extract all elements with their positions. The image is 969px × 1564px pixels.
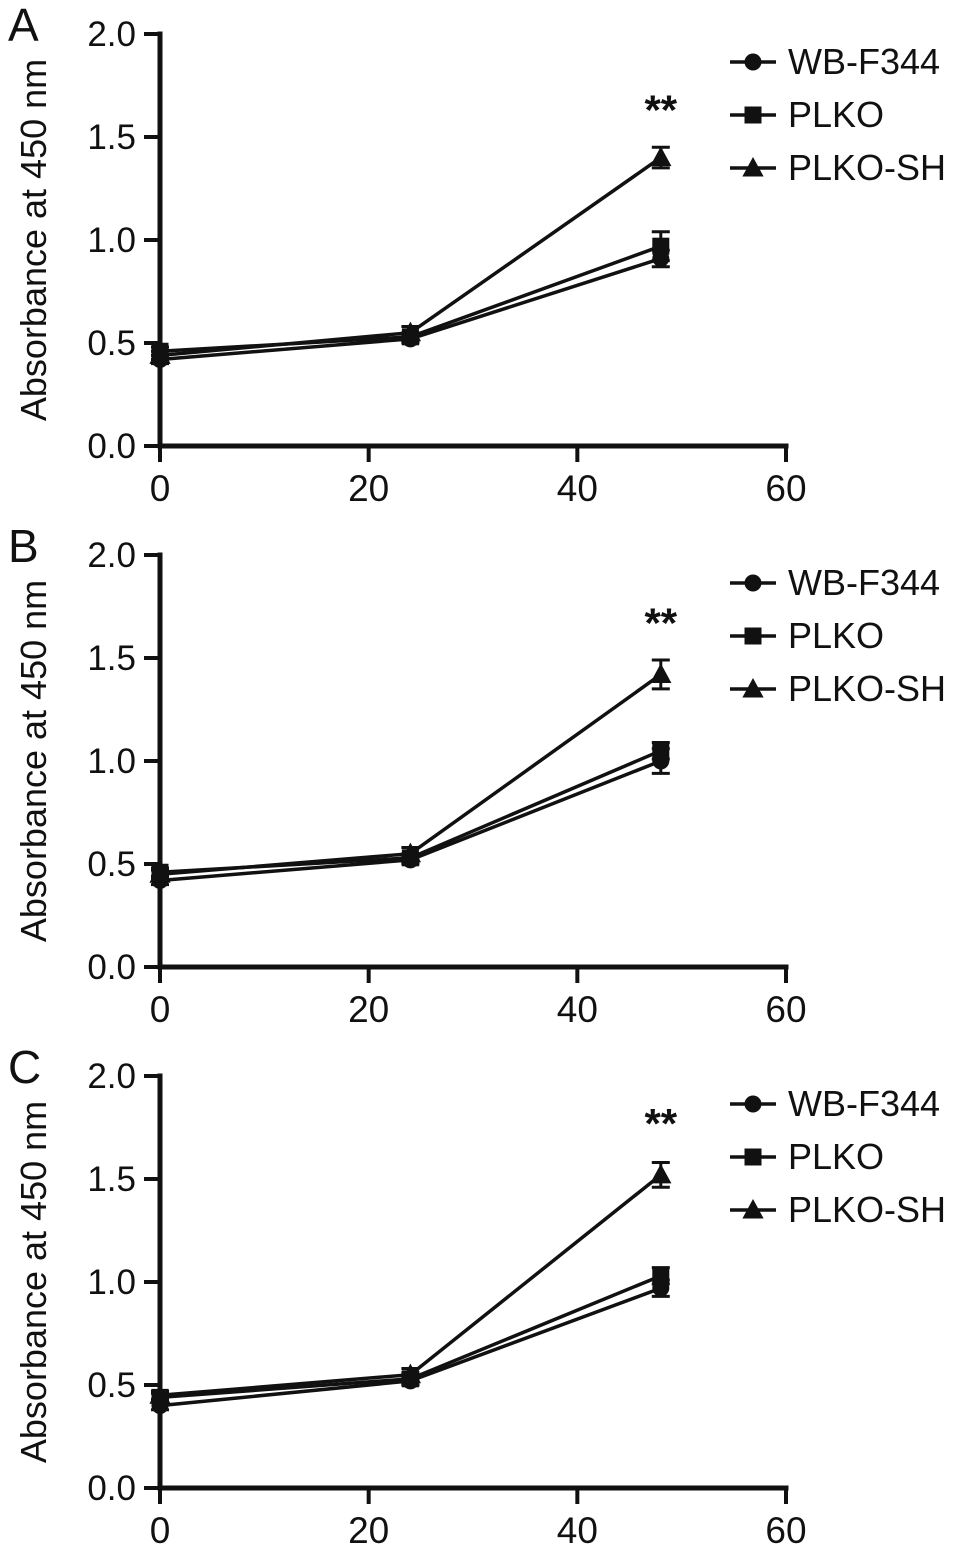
series-PLKO-SH <box>149 145 672 364</box>
chart-c: 0.0 0.5 1.0 1.5 2.0 0 20 40 60 Absorbance at 450 … <box>13 1057 946 1551</box>
y-tick-label: 2.0 <box>87 1057 136 1096</box>
panel-b: B 0.0 0.5 1.0 1.5 2.0 0 20 40 60 Absorbance at 45… <box>0 521 969 1042</box>
legend-label: PLKO-SH <box>788 1189 946 1230</box>
series-PLKO-SH <box>149 1161 672 1404</box>
marker-square <box>744 106 762 124</box>
marker-triangle <box>399 1363 422 1384</box>
y-tick-label: 0.0 <box>87 948 136 987</box>
legend: WB-F344 PLKO PLKO-SH <box>730 41 946 188</box>
y-tick-label: 1.0 <box>87 1263 136 1302</box>
marker-triangle <box>742 677 764 698</box>
marker-square <box>652 742 670 760</box>
legend-label: PLKO <box>788 94 884 135</box>
marker-triangle <box>149 344 171 364</box>
x-tick-label: 20 <box>348 989 389 1030</box>
x-tick-label: 40 <box>557 468 598 509</box>
x-tick-label: 20 <box>348 468 389 509</box>
series-line-PLKO-SH <box>159 1173 662 1398</box>
legend-label: PLKO <box>788 1136 884 1177</box>
x-tick-label: 0 <box>150 989 171 1030</box>
y-tick-label: 2.0 <box>87 536 136 575</box>
significance-marker: ** <box>644 599 677 646</box>
significance-marker: ** <box>644 87 677 134</box>
legend: WB-F344 PLKO PLKO-SH <box>730 562 946 709</box>
marker-square <box>744 627 762 645</box>
panel-c: C 0.0 0.5 1.0 1.5 2.0 0 20 40 60 Absorbance at 45… <box>0 1042 969 1563</box>
y-axis-label: Absorbance at 450 nm <box>13 59 54 421</box>
marker-triangle <box>650 146 672 167</box>
series-PLKO-SH <box>149 658 672 883</box>
y-tick-label: 1.5 <box>87 639 136 678</box>
chart-a: 0.0 0.5 1.0 1.5 2.0 0 20 40 60 Absorbance at 450 … <box>13 15 946 509</box>
panel-label-b: B <box>8 520 39 572</box>
marker-square <box>744 1148 762 1166</box>
marker-circle <box>744 53 762 71</box>
marker-square <box>652 237 670 255</box>
y-tick-label: 0.0 <box>87 1469 136 1508</box>
legend-label: PLKO-SH <box>788 668 946 709</box>
significance-marker: ** <box>644 1100 677 1147</box>
marker-triangle <box>399 321 422 342</box>
marker-triangle <box>650 1163 672 1184</box>
series-PLKO <box>151 1266 670 1406</box>
legend-label: PLKO <box>788 615 884 656</box>
x-tick-label: 40 <box>557 989 598 1030</box>
y-tick-label: 1.5 <box>87 118 136 157</box>
x-tick-label: 0 <box>150 1510 171 1551</box>
x-tick-label: 40 <box>557 1510 598 1551</box>
marker-triangle <box>149 1384 171 1404</box>
axes-spines <box>157 31 789 449</box>
y-tick-label: 1.0 <box>87 221 136 260</box>
y-tick-label: 0.5 <box>87 845 136 884</box>
legend-label: WB-F344 <box>788 1083 940 1124</box>
y-tick-label: 1.5 <box>87 1160 136 1199</box>
axes-spines <box>157 1073 789 1491</box>
y-tick-label: 0.0 <box>87 427 136 466</box>
x-tick-label: 20 <box>348 1510 389 1551</box>
y-tick-label: 1.0 <box>87 742 136 781</box>
x-tick-label: 60 <box>765 468 806 509</box>
panel-label-c: C <box>8 1041 42 1093</box>
marker-circle <box>744 574 762 592</box>
legend: WB-F344 PLKO PLKO-SH <box>730 1083 946 1230</box>
axes-spines <box>157 552 789 970</box>
y-tick-label: 0.5 <box>87 1366 136 1405</box>
y-tick-label: 0.5 <box>87 324 136 363</box>
marker-triangle <box>149 863 171 883</box>
legend-label: PLKO-SH <box>788 147 946 188</box>
legend-label: WB-F344 <box>788 562 940 603</box>
marker-triangle <box>399 842 422 863</box>
panel-label-a: A <box>8 0 39 51</box>
x-tick-label: 60 <box>765 1510 806 1551</box>
marker-triangle <box>742 1198 764 1219</box>
marker-triangle <box>742 156 764 177</box>
chart-b: 0.0 0.5 1.0 1.5 2.0 0 20 40 60 Absorbance at 450 … <box>13 536 946 1030</box>
legend-label: WB-F344 <box>788 41 940 82</box>
panel-a: A 0.0 0.5 1.0 1.5 2.0 0 20 40 60 Absorbance at 45… <box>0 0 969 521</box>
marker-circle <box>744 1095 762 1113</box>
x-tick-label: 0 <box>150 468 171 509</box>
y-tick-label: 2.0 <box>87 15 136 54</box>
x-tick-label: 60 <box>765 989 806 1030</box>
marker-square <box>652 1267 670 1285</box>
y-axis-label: Absorbance at 450 nm <box>13 1101 54 1463</box>
marker-triangle <box>650 663 672 683</box>
y-axis-label: Absorbance at 450 nm <box>13 580 54 942</box>
